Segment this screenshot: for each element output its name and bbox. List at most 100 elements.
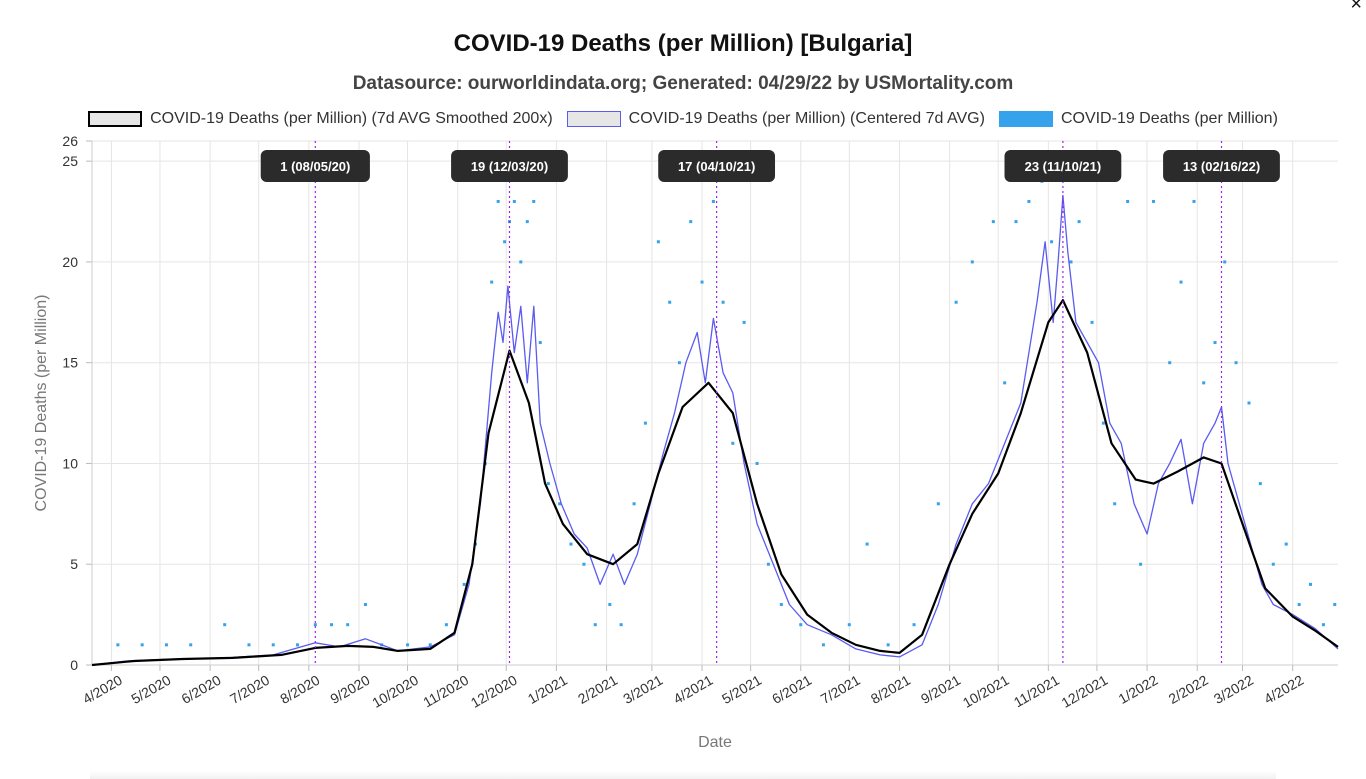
legend-item-smoothed[interactable]: COVID-19 Deaths (per Million) (7d AVG Sm…: [88, 110, 553, 128]
x-tick-label: 9/2021: [918, 672, 963, 707]
daily-point: [1003, 381, 1007, 385]
daily-point: [247, 643, 251, 647]
x-tick-label: 7/2020: [227, 672, 272, 707]
y-axis-title: COVID-19 Deaths (per Million): [33, 295, 50, 512]
daily-point: [546, 482, 550, 486]
legend: COVID-19 Deaths (per Million) (7d AVG Sm…: [0, 107, 1366, 131]
daily-point: [582, 562, 586, 566]
x-tick-label: 4/2021: [670, 672, 715, 707]
daily-point: [116, 643, 120, 647]
daily-point: [532, 199, 536, 203]
daily-point: [189, 643, 193, 647]
daily-point: [525, 220, 529, 224]
annotation-label: 17 (04/10/21): [678, 159, 755, 174]
daily-point: [632, 502, 636, 506]
x-tick-label: 4/2020: [80, 672, 125, 707]
x-tick-label: 1/2021: [525, 672, 570, 707]
daily-point: [1297, 603, 1301, 607]
daily-point: [512, 199, 516, 203]
daily-point: [821, 643, 825, 647]
annotation-label: 1 (08/05/20): [280, 159, 350, 174]
daily-point: [538, 341, 542, 345]
daily-point: [1223, 260, 1227, 264]
legend-item-centered[interactable]: COVID-19 Deaths (per Million) (Centered …: [566, 110, 985, 128]
daily-point: [1027, 199, 1031, 203]
y-tick-label: 26: [62, 133, 78, 149]
daily-point: [936, 502, 940, 506]
daily-point: [656, 240, 660, 244]
x-tick-label: 1/2022: [1115, 672, 1160, 707]
x-tick-label: 4/2022: [1261, 672, 1306, 707]
daily-point: [912, 623, 916, 627]
daily-point: [1113, 502, 1117, 506]
daily-point: [970, 260, 974, 264]
annotation-label: 13 (02/16/22): [1183, 159, 1260, 174]
daily-point: [296, 643, 300, 647]
legend-label-smoothed: COVID-19 Deaths (per Million) (7d AVG Sm…: [150, 110, 553, 127]
annotation-label: 23 (11/10/21): [1025, 159, 1102, 174]
chart-title: COVID-19 Deaths (per Million) [Bulgaria]: [453, 30, 913, 57]
legend-swatch-smoothed: [88, 111, 143, 127]
daily-point: [677, 361, 681, 365]
daily-point: [619, 623, 623, 627]
annotation-box: [1004, 150, 1122, 182]
daily-point: [721, 300, 725, 304]
x-tick-label: 12/2021: [1059, 672, 1111, 711]
daily-point: [1308, 582, 1312, 586]
x-tick-label: 8/2020: [277, 672, 322, 707]
daily-point: [1192, 199, 1196, 203]
daily-point: [711, 199, 715, 203]
daily-point: [406, 643, 410, 647]
daily-point: [1213, 341, 1217, 345]
y-tick-label: 20: [62, 254, 78, 270]
daily-point: [346, 623, 350, 627]
daily-point: [164, 643, 168, 647]
annotation-box: [451, 150, 568, 182]
daily-point: [1284, 542, 1288, 546]
daily-point: [865, 542, 869, 546]
y-tick-label: 0: [70, 657, 78, 673]
daily-point: [1179, 280, 1183, 284]
x-tick-label: 2/2022: [1166, 672, 1211, 707]
y-tick-label: 25: [62, 153, 78, 169]
daily-point: [799, 623, 803, 627]
x-tick-label: 9/2020: [327, 672, 372, 707]
daily-point: [779, 603, 783, 607]
daily-point: [1258, 482, 1262, 486]
daily-point: [766, 562, 770, 566]
x-tick-label: 10/2021: [960, 672, 1012, 711]
legend-swatch-daily: [998, 111, 1053, 127]
daily-point: [462, 582, 466, 586]
x-tick-label: 11/2021: [1011, 672, 1062, 711]
daily-point: [1069, 260, 1073, 264]
daily-point: [444, 623, 448, 627]
x-tick-label: 7/2021: [818, 672, 863, 707]
daily-point: [503, 240, 507, 244]
x-tick-label: 8/2021: [868, 672, 913, 707]
daily-point: [1152, 199, 1156, 203]
bottom-shadow: [90, 771, 1276, 779]
daily-point: [1234, 361, 1238, 365]
daily-point: [519, 260, 523, 264]
daily-point: [1101, 421, 1105, 425]
close-button[interactable]: ×: [1350, 0, 1362, 15]
daily-point: [991, 220, 995, 224]
smoothed-avg-line: [91, 299, 1339, 667]
daily-point: [223, 623, 227, 627]
x-tick-label: 3/2021: [620, 672, 665, 707]
annotation-label: 19 (12/03/20): [471, 159, 548, 174]
daily-point: [1333, 603, 1337, 607]
annotation-box: [260, 150, 370, 182]
legend-item-daily[interactable]: COVID-19 Deaths (per Million): [998, 110, 1278, 128]
daily-point: [668, 300, 672, 304]
daily-point: [1126, 199, 1130, 203]
legend-label-daily: COVID-19 Deaths (per Million): [1060, 110, 1278, 127]
daily-point: [954, 300, 958, 304]
daily-point: [755, 461, 759, 465]
legend-label-centered: COVID-19 Deaths (per Million) (Centered …: [628, 110, 985, 127]
annotation-box: [658, 150, 776, 182]
x-tick-label: 5/2020: [128, 672, 173, 707]
chart-subtitle: Datasource: ourworldindata.org; Generate…: [352, 73, 1014, 94]
centered-avg-line: [91, 194, 1339, 666]
daily-point: [1050, 240, 1054, 244]
